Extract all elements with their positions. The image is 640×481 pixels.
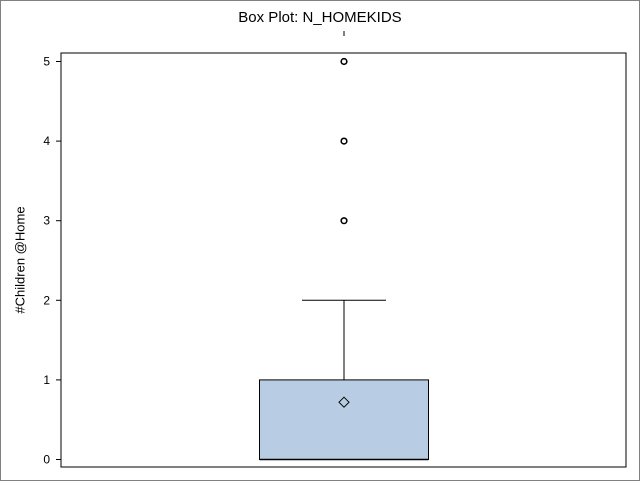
- box-group: [259, 57, 429, 461]
- outlier-point: [340, 137, 348, 145]
- y-tick-label: 4: [43, 134, 50, 148]
- y-tick-label: 2: [43, 293, 50, 307]
- y-axis: 0 1 2 3 4 5: [43, 55, 61, 467]
- interquartile-box: [259, 379, 429, 460]
- plot-area-border: [60, 52, 627, 468]
- y-tick-label: 1: [43, 373, 50, 387]
- y-tick-label: 0: [43, 453, 50, 467]
- y-tick-label: 3: [43, 214, 50, 228]
- outlier-point: [340, 217, 348, 225]
- chart-title: Box Plot: N_HOMEKIDS: [238, 9, 402, 26]
- mean-marker: [338, 396, 350, 408]
- outlier-point: [340, 57, 348, 66]
- y-tick-label: 5: [43, 55, 50, 69]
